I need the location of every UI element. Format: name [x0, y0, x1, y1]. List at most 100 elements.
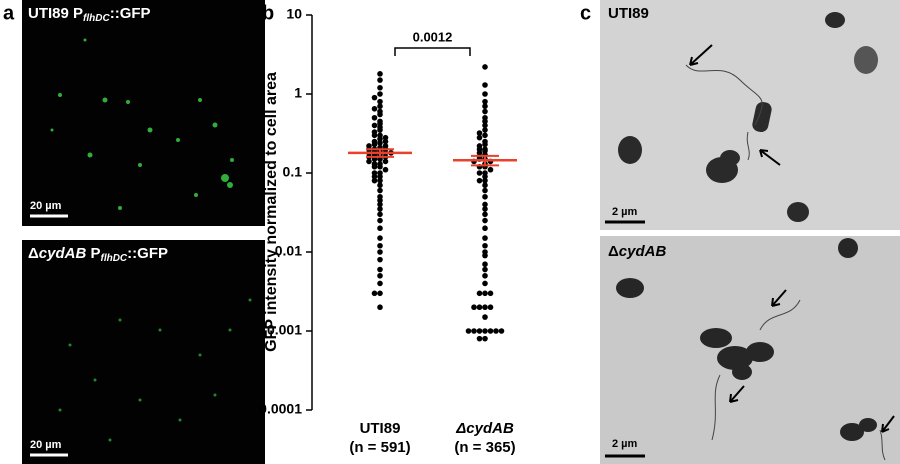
data-point	[371, 94, 378, 101]
x-tick-note: (n = 591)	[349, 439, 410, 456]
data-point	[482, 225, 488, 232]
image-label: UTI89 PflhDC::GFP	[28, 5, 151, 24]
data-point	[377, 187, 383, 194]
data-point	[377, 140, 383, 146]
panel-letter: b	[262, 2, 274, 24]
image-label: UTI89	[608, 5, 649, 22]
data-point	[377, 173, 383, 180]
data-point	[377, 77, 383, 83]
scale-label: 2 µm	[612, 438, 638, 450]
data-point	[476, 335, 483, 342]
data-point	[377, 91, 383, 97]
data-point	[471, 304, 477, 311]
data-point	[377, 206, 383, 212]
data-point	[377, 304, 383, 311]
y-tick-label: 10	[286, 6, 302, 22]
data-point	[476, 150, 483, 156]
data-point	[482, 261, 488, 268]
data-point	[482, 242, 488, 249]
data-point	[371, 163, 378, 170]
data-point	[377, 266, 383, 273]
data-point	[377, 235, 383, 241]
x-tick-label: ΔcydAB	[455, 420, 514, 437]
data-point	[377, 84, 383, 91]
data-point	[476, 177, 483, 184]
data-point	[371, 141, 378, 148]
data-point	[482, 290, 488, 297]
data-point	[487, 166, 494, 173]
data-point	[482, 272, 488, 279]
data-point	[371, 114, 378, 121]
data-point	[377, 290, 383, 297]
bacteria	[618, 12, 878, 222]
data-point	[482, 252, 488, 259]
y-tick-label: 0.0001	[259, 401, 302, 417]
data-point	[371, 290, 378, 297]
data-point	[377, 127, 383, 133]
data-point	[382, 134, 389, 141]
data-point	[377, 136, 383, 142]
scale-label: 2 µm	[612, 206, 638, 218]
data-point	[371, 105, 378, 112]
data-point	[377, 211, 383, 218]
data-point	[482, 193, 488, 200]
y-tick-label: 0.01	[275, 243, 302, 259]
data-point	[377, 197, 383, 204]
data-point	[471, 328, 477, 334]
data-point	[482, 108, 488, 115]
data-point	[482, 103, 488, 110]
scale-label: 20 µm	[30, 439, 62, 451]
data-point	[487, 304, 494, 311]
micrograph	[22, 240, 265, 464]
data-point	[377, 98, 383, 105]
data-point	[482, 177, 488, 184]
y-tick-label: 0.1	[283, 164, 303, 180]
y-tick-label: 0.001	[267, 322, 302, 338]
y-axis-label: GFP intensity normalized to cell area	[263, 72, 280, 352]
data-point	[377, 163, 383, 170]
data-point	[476, 290, 483, 297]
panel-letter: c	[580, 2, 591, 24]
x-tick-note: (n = 365)	[454, 439, 515, 456]
data-point	[482, 182, 488, 189]
data-point	[382, 166, 389, 173]
data-point	[482, 206, 488, 212]
data-point	[482, 91, 488, 97]
micrograph	[600, 0, 900, 230]
data-point	[476, 130, 483, 136]
fluorescent-cells	[50, 38, 234, 210]
data-point	[482, 173, 488, 180]
data-point	[482, 328, 488, 334]
scale-label: 20 µm	[30, 200, 62, 212]
data-point	[482, 235, 488, 241]
data-point	[482, 335, 488, 342]
arrow	[729, 289, 895, 433]
data-point	[377, 71, 383, 77]
data-point	[482, 122, 488, 129]
data-point	[487, 328, 494, 334]
fluorescent-cells	[58, 298, 252, 442]
data-point	[371, 177, 378, 184]
data-point	[482, 127, 488, 133]
plot: 10 1 0.1 0.01 0.001 0.0001 UTI89 (n = 591) ΔcydA…	[259, 6, 517, 456]
data-point	[465, 328, 472, 334]
data-point	[482, 266, 488, 273]
data-point	[476, 134, 483, 141]
data-point	[377, 103, 383, 110]
data-point	[377, 217, 383, 224]
bacteria	[616, 238, 877, 441]
data-point	[482, 118, 488, 125]
micrograph	[22, 0, 265, 226]
data-point	[382, 158, 389, 165]
data-point	[366, 158, 372, 165]
arrow	[689, 44, 781, 166]
data-point	[482, 280, 488, 287]
data-point	[377, 177, 383, 184]
data-point	[377, 201, 383, 208]
data-point	[482, 217, 488, 224]
data-point	[482, 187, 488, 194]
data-point	[371, 173, 378, 180]
data-point	[482, 132, 488, 139]
flagellum	[685, 64, 763, 161]
